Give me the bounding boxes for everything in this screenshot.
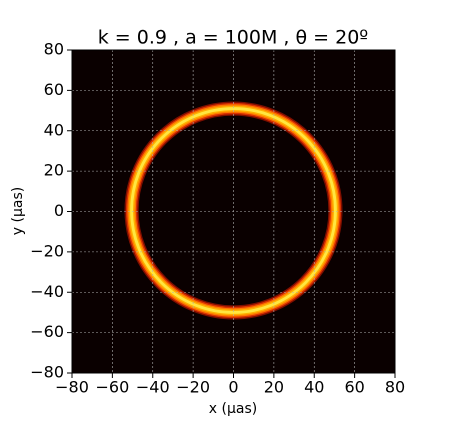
- plot-frame: [71, 49, 396, 374]
- y-tick-label: −80: [30, 363, 64, 382]
- y-tick-label: −20: [30, 241, 64, 260]
- x-tick-label: 20: [264, 378, 284, 397]
- y-tick-label: 80: [44, 40, 64, 59]
- y-tick-label: 20: [44, 161, 64, 180]
- y-axis-label: y (μas): [10, 187, 26, 235]
- y-tick-label: 40: [44, 120, 64, 139]
- x-tick-label: 40: [304, 378, 324, 397]
- y-tick-label: −40: [30, 282, 64, 301]
- x-tick-label: 80: [385, 378, 405, 397]
- y-tick-label: −60: [30, 322, 64, 341]
- x-tick-label: −40: [136, 378, 170, 397]
- x-tick-label: 0: [228, 378, 238, 397]
- x-axis-label: x (μas): [209, 401, 257, 417]
- x-tick-label: −20: [176, 378, 210, 397]
- y-tick-label: 0: [54, 201, 64, 220]
- x-tick-label: −60: [95, 378, 129, 397]
- y-tick-label: 60: [44, 80, 64, 99]
- x-tick-label: −80: [55, 378, 89, 397]
- x-tick-label: 60: [344, 378, 364, 397]
- chart-title: k = 0.9 , a = 100M , θ = 20º: [98, 27, 369, 49]
- ring: [130, 107, 337, 314]
